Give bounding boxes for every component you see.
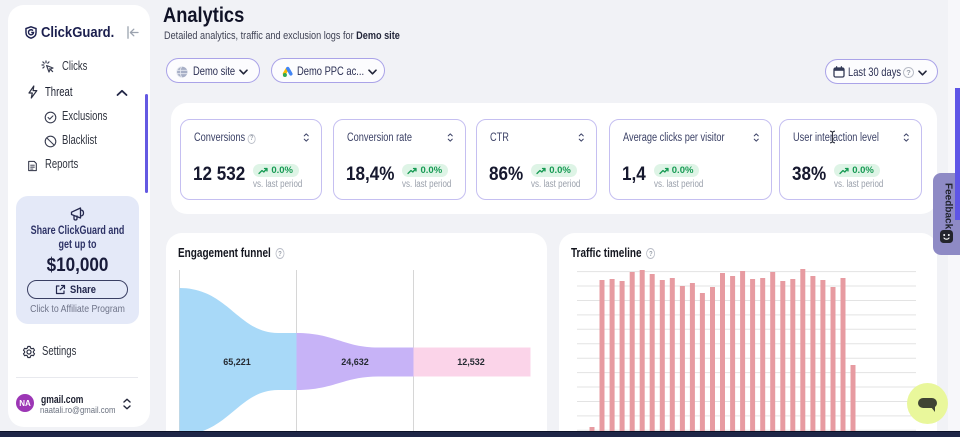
svg-text:12,532: 12,532 — [457, 357, 485, 367]
svg-text:65,221: 65,221 — [223, 357, 251, 367]
svg-text:24,632: 24,632 — [341, 357, 369, 367]
